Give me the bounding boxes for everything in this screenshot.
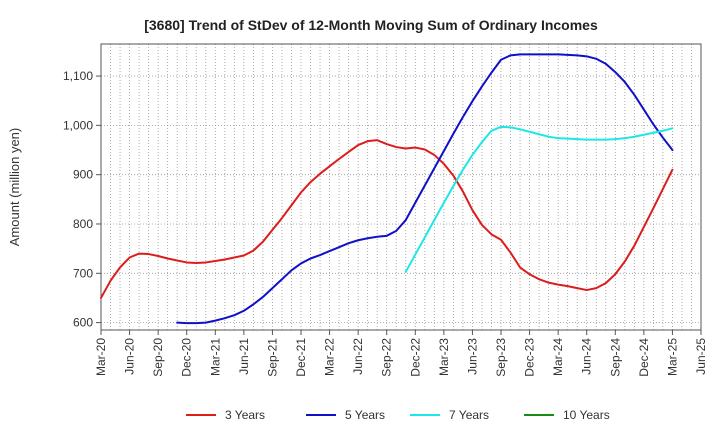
legend: 3 Years 5 Years 7 Years 10 Years: [186, 408, 610, 422]
x-tick-label: Mar-25: [665, 338, 679, 376]
y-tick-label: 1,100: [63, 69, 93, 83]
axes: 600 700 800 900 1,000 1,100 Mar-20 Jun-20 Sep-20…: [63, 43, 708, 377]
x-tick-label: Mar-22: [323, 338, 337, 376]
x-tick-label: Dec-24: [637, 338, 651, 377]
series-lines: [100, 53, 674, 325]
x-tick-label: Dec-23: [523, 338, 537, 377]
y-tick-label: 600: [73, 316, 93, 330]
grid-lines: [101, 44, 701, 330]
y-tick-label: 800: [73, 217, 93, 231]
x-tick-label: Jun-23: [465, 338, 479, 375]
y-tick-label: 900: [73, 168, 93, 182]
x-tick-label: Sep-23: [494, 338, 508, 377]
x-tick-label: Mar-20: [94, 338, 108, 376]
x-tick-label: Mar-24: [551, 338, 565, 376]
legend-label: 5 Years: [345, 408, 385, 422]
x-tick-label: Sep-24: [608, 338, 622, 377]
series-line: [100, 139, 674, 299]
x-tick-label: Dec-21: [294, 338, 308, 377]
x-tick-label: Jun-22: [351, 338, 365, 375]
legend-label: 10 Years: [563, 408, 610, 422]
y-tick-label: 1,000: [63, 118, 93, 132]
x-tick-label: Sep-22: [380, 338, 394, 377]
x-tick-label: Mar-21: [208, 338, 222, 376]
x-tick-label: Jun-20: [123, 338, 137, 375]
x-tick-label: Jun-24: [580, 338, 594, 375]
series-line: [176, 53, 674, 325]
series-line: [404, 125, 674, 273]
y-tick-label: 700: [73, 266, 93, 280]
x-tick-label: Jun-25: [694, 338, 708, 375]
legend-label: 3 Years: [225, 408, 265, 422]
plot-frame: [100, 43, 702, 331]
x-tick-label: Jun-21: [237, 338, 251, 375]
x-tick-label: Mar-23: [437, 338, 451, 376]
x-tick-label: Sep-21: [265, 338, 279, 377]
x-tick-label: Dec-20: [180, 338, 194, 377]
x-tick-label: Dec-22: [408, 338, 422, 377]
legend-label: 7 Years: [449, 408, 489, 422]
chart-title: [3680] Trend of StDev of 12-Month Moving…: [144, 17, 598, 33]
x-tick-label: Sep-20: [151, 338, 165, 377]
y-axis-label: Amount (million yen): [7, 128, 22, 247]
